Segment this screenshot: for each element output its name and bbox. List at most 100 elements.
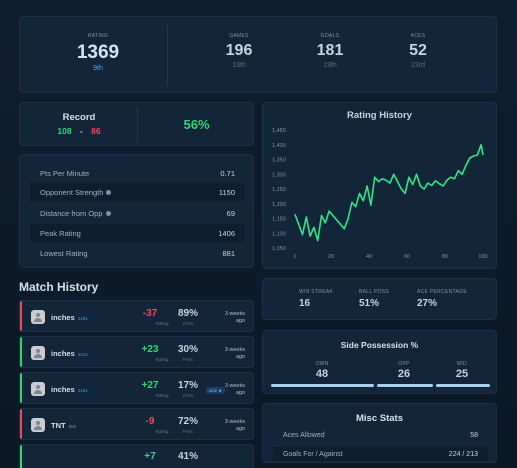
mid-possession: MID 25 [447,361,477,380]
opponent-name[interactable]: inches 1341 [51,385,88,394]
y-tick-label: 1,100 [272,231,286,237]
avatar [31,382,45,396]
info-label: Pts Per Minute [40,168,90,178]
rating-change-label: Rating [155,357,169,362]
own-possession-bar [271,384,375,387]
ball-poss-stat: BALL POSS 51% [359,289,389,309]
match-row[interactable]: inches 1341 +27 Rating 17% Poss ACE ★ 3 w… [19,372,254,404]
misc-label: Goals For / Against [283,450,343,458]
rating-line [294,143,484,242]
match-time: 3 weeks ago [224,311,245,324]
info-row: Pts Per Minute 0.71 [30,164,245,182]
mid-label: MID [456,361,468,367]
opp-possession: OPP 26 [389,361,419,380]
rating-history-chart: 1,450 1,400 1,350 1,300 1,250 1,200 1,150 1,100… [272,128,488,260]
own-value: 48 [315,368,329,380]
win-percentage: 56% [183,117,210,132]
possession-value: 89% [177,308,198,319]
rating-label: RATING [87,33,109,39]
goals-stat: GOALS 181 19th [300,17,360,94]
match-time: 3 weeks ago [224,383,245,396]
match-history-title: Match History [19,280,99,294]
result-indicator [20,445,22,468]
misc-row: Aces Allowed 58 [273,428,488,442]
aces-label: ACES [410,33,426,39]
match-row[interactable]: inches 1291 -37 Rating 89% Poss 3 weeks a… [19,300,254,332]
streak-card: WIN STREAK 16 BALL POSS 51% ACE PERCENTA… [262,278,497,320]
possession-value: 41% [177,451,198,462]
ball-poss-label: BALL POSS [359,289,390,295]
mid-possession-bar [436,384,490,387]
result-indicator [20,301,22,331]
games-label: GAMES [229,33,249,39]
opponent-name[interactable]: inches 1291 [51,313,88,322]
info-label: Lowest Rating [40,248,88,258]
goals-label: GOALS [320,33,340,39]
aces-rank: 23rd [410,62,425,69]
opponent-name[interactable]: TNT 993 [51,421,77,430]
own-label: OWN [315,361,329,367]
x-tick-label: 80 [442,254,448,260]
y-tick-label: 1,250 [272,187,286,193]
win-streak-label: WIN STREAK [299,289,334,295]
ace-percentage-label: ACE PERCENTAGE [417,289,467,295]
x-tick-label: 100 [478,254,487,260]
possession-label: Poss [182,357,193,362]
match-row[interactable]: TNT 993 -9 Rating 72% Poss 3 weeks ago [19,408,254,440]
opponent-name[interactable]: inches 1314 [51,349,88,358]
match-row[interactable]: +7 41% [19,444,254,468]
ace-badge: ACE ★ [206,387,225,394]
misc-value: 58 [470,431,478,439]
opp-label: OPP [398,361,410,367]
info-label: Opponent Strength [40,187,104,197]
ball-poss-value: 51% [359,298,380,309]
y-tick-label: 1,450 [272,128,286,134]
info-icon[interactable] [106,190,112,196]
info-row: Lowest Rating 881 [30,244,245,262]
result-indicator [20,337,22,367]
x-tick-label: 40 [366,254,372,260]
x-tick-label: 60 [404,254,410,260]
goals-value: 181 [316,42,344,59]
info-label: Distance from Opp [40,208,103,218]
match-row[interactable]: inches 1314 +23 Rating 30% Poss 3 weeks a… [19,336,254,368]
info-icon[interactable] [105,211,111,217]
rating-history-card: Rating History 1,450 1,400 1,350 1,300 1,250… [262,102,497,269]
avatar [31,418,45,432]
misc-value: 224 / 213 [448,450,478,458]
possession-value: 17% [177,380,198,391]
games-stat: GAMES 196 13th [209,17,269,94]
possession-value: 72% [177,416,198,427]
rating-change: +7 [144,451,156,462]
rating-change: -9 [145,416,155,427]
rating-change: +23 [141,344,159,355]
result-indicator [20,373,22,403]
possession-label: Poss [182,393,193,398]
summary-stats-card: RATING 1369 9th GAMES 196 13th GOALS 181… [19,16,497,93]
misc-title: Misc Stats [356,413,403,424]
games-rank: 13th [232,62,246,69]
rating-change-label: Rating [155,429,169,434]
record-values: 108 - 86 [20,126,138,136]
rating-change: -37 [142,308,158,319]
info-value: 69 [226,208,235,218]
win-streak-value: 16 [299,298,311,309]
side-possession-card: Side Possession % OWN 48 OPP 26 MID 25 [262,330,497,394]
rating-change-label: Rating [155,393,169,398]
mid-value: 25 [455,368,469,380]
player-info-card: Pts Per Minute 0.71 Opponent Strength 11… [19,154,254,268]
own-possession: OWN 48 [307,361,337,380]
info-row: Opponent Strength 1150 [30,183,245,201]
record-wins: 108 [57,126,72,136]
opponent-rating: 1291 [77,316,88,321]
record-separator: - [79,126,83,136]
chart-title: Rating History [347,110,412,121]
opp-possession-bar [377,384,434,387]
aces-stat: ACES 52 23rd [388,17,448,94]
divider [137,107,138,143]
x-tick-label: 1 [293,254,296,260]
possession-title: Side Possession % [340,340,419,350]
possession-value: 30% [177,344,198,355]
info-value: 0.71 [220,168,235,178]
info-value: 1150 [218,187,235,197]
